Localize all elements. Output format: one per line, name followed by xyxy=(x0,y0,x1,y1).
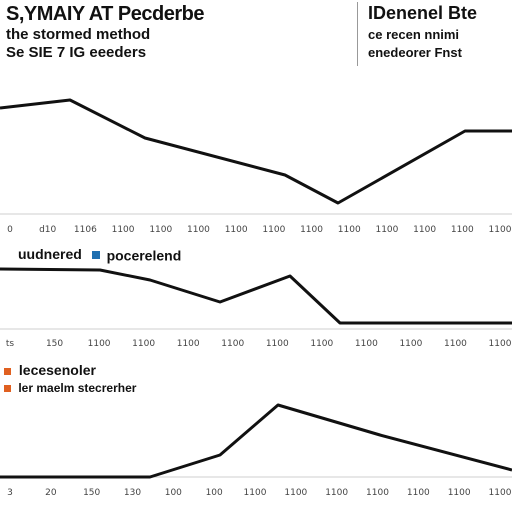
chart-2-tick-label: 1100 xyxy=(444,339,467,349)
chart-1-tick-label: 1100 xyxy=(187,225,210,235)
chart-1-tick-label: 1100 xyxy=(112,225,135,235)
chart-2-tick-label: 1100 xyxy=(177,339,200,349)
chart-2-tick-label: 1100 xyxy=(489,339,512,349)
chart-1-tick-label: 1100 xyxy=(300,225,323,235)
chart-3-tick-label: 100 xyxy=(206,488,223,498)
chart-3-heading: lecesenoler xyxy=(4,362,96,378)
chart-3-tick-label: 3 xyxy=(7,488,13,498)
side-title: IDenenel Bte xyxy=(368,3,478,23)
page-title: S,YMAIY AT Pecderbe xyxy=(6,3,204,25)
series-marker xyxy=(4,367,11,375)
chart-2-tick-label: 1100 xyxy=(88,339,111,349)
header-right: IDenenel Bte ce recen nnimi enedeorer Fn… xyxy=(368,3,508,61)
header-divider xyxy=(357,2,358,66)
chart-2-tick-label: 1100 xyxy=(266,339,289,349)
chart-1-tick-label: 1100 xyxy=(338,225,361,235)
chart-1-tick-label: 0 xyxy=(7,225,13,235)
chart-2-heading: uudnered pocerelend xyxy=(18,246,181,263)
chart-1-tick-label: 1106 xyxy=(74,225,97,235)
chart-3-series-line xyxy=(0,403,512,479)
header-left: S,YMAIY AT Pecderbe the stormed method S… xyxy=(6,4,306,61)
chart-1-tick-label: 1100 xyxy=(375,225,398,235)
legend-label: pocerelend xyxy=(106,247,182,264)
chart-2-tick-label: 150 xyxy=(46,339,63,349)
chart-2-tick-label: 1100 xyxy=(221,339,244,349)
chart-3-tick-label: 1100 xyxy=(284,488,307,498)
chart-2-series-line xyxy=(0,267,512,325)
chart-3-tick-label: 1100 xyxy=(325,488,348,498)
chart-3-tick-label: 100 xyxy=(165,488,182,498)
chart-3-tick-label: 150 xyxy=(83,488,100,498)
legend-swatch xyxy=(91,251,100,260)
chart-1-tick-label: 1100 xyxy=(262,225,285,235)
chart-3-tick-label: 20 xyxy=(45,488,57,498)
chart-3-tick-label: 1100 xyxy=(366,488,389,498)
chart-2-tick-label: 1100 xyxy=(355,339,378,349)
side-subtitle: ce recen nnimi xyxy=(368,26,460,42)
chart-1-tick-label: 1100 xyxy=(489,225,512,235)
chart-1-tick-label: 1100 xyxy=(149,225,172,235)
chart-1-tick-label: d10 xyxy=(39,225,56,235)
chart-3-tick-label: 1100 xyxy=(244,488,267,498)
chart-3-tick-label: 1100 xyxy=(489,488,512,498)
chart-3-tick-label: 1100 xyxy=(407,488,430,498)
chart-1-tick-label: 1100 xyxy=(451,225,474,235)
page-subtitle: the stormed method xyxy=(6,26,151,43)
chart-2-title: uudnered xyxy=(18,246,82,262)
chart-1-tick-label: 1100 xyxy=(413,225,436,235)
chart-3-tick-label: 1100 xyxy=(448,488,471,498)
chart-3-subtitle: ler maelm stecrerher xyxy=(18,381,137,395)
series-marker-2 xyxy=(4,385,11,393)
chart-1-tick-label: 1100 xyxy=(225,225,248,235)
chart-3-subheading: ler maelm stecrerher xyxy=(4,381,136,395)
chart-1-series-line xyxy=(0,98,512,205)
chart-2-tick-label: 1100 xyxy=(132,339,155,349)
chart-2-tick-label: ts xyxy=(6,339,15,349)
page-subtitle-2: Se SIE 7 IG eeeders xyxy=(6,43,147,61)
chart-2-tick-label: 1100 xyxy=(399,339,422,349)
chart-3-tick-label: 130 xyxy=(124,488,141,498)
chart-3-title: lecesenoler xyxy=(18,362,96,378)
chart-2-tick-label: 1100 xyxy=(310,339,333,349)
side-subtitle-2: enedeorer Fnst xyxy=(368,45,462,61)
